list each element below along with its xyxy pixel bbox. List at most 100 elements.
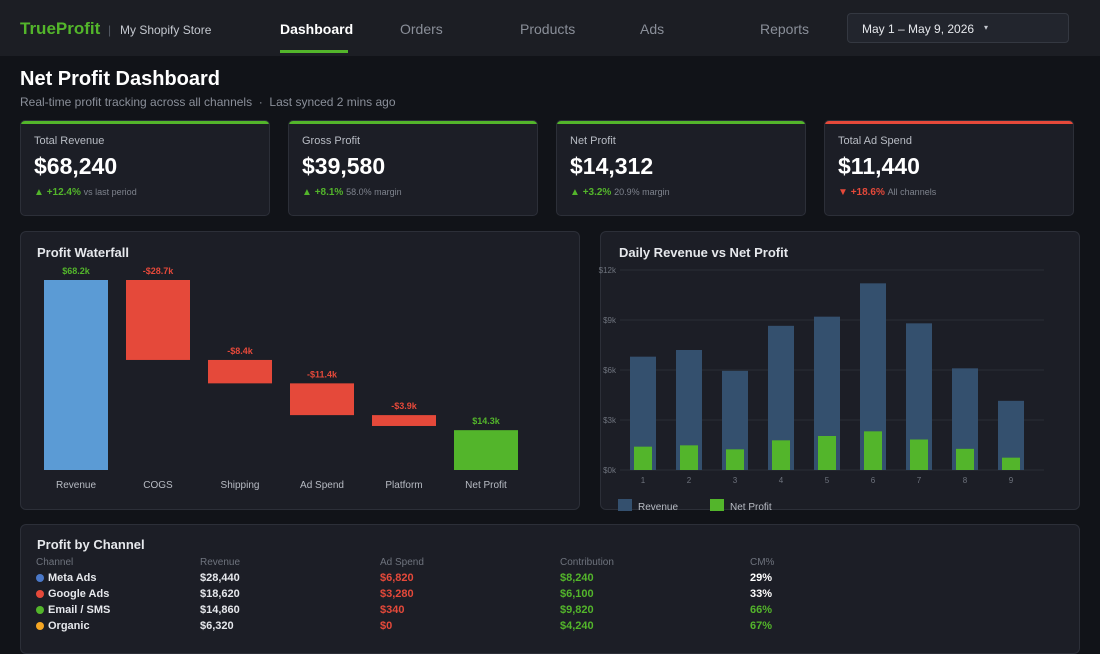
net-profit-bar[interactable] <box>634 446 652 470</box>
kpi-card-net-profit[interactable]: Net Profit $14,312 ▲ +3.2% 20.9% margin <box>556 120 806 216</box>
ad-spend-cell: $3,280 <box>380 588 414 600</box>
channel-color-dot-icon <box>36 590 44 598</box>
ad-spend-cell: $0 <box>380 620 393 632</box>
channel-title: Profit by Channel <box>37 537 145 552</box>
legend-label-revenue: Revenue <box>638 502 678 513</box>
channel-name-cell: Meta Ads <box>36 572 97 584</box>
daily-chart-title: Daily Revenue vs Net Profit <box>619 245 789 260</box>
x-tick-label: 4 <box>779 476 784 485</box>
column-header-contribution[interactable]: Contribution <box>560 557 614 568</box>
channel-name-cell: Email / SMS <box>36 604 110 616</box>
waterfall-bar[interactable] <box>454 430 518 470</box>
channel-name-cell: Organic <box>36 620 90 632</box>
x-tick-label: 3 <box>733 476 738 485</box>
kpi-note: vs last period <box>83 187 137 197</box>
waterfall-category-label: Revenue <box>56 480 96 491</box>
kpi-card-total-revenue[interactable]: Total Revenue $68,240 ▲ +12.4% vs last p… <box>20 120 270 216</box>
active-tab-indicator <box>280 50 348 53</box>
waterfall-chart: $68.2k Revenue -$28.7k COGS -$8.4k Shipping -$… <box>44 266 518 491</box>
column-header-revenue[interactable]: Revenue <box>200 557 241 568</box>
net-profit-bar[interactable] <box>864 431 882 470</box>
ad-spend-cell: $6,820 <box>380 572 414 584</box>
column-header-channel[interactable]: Channel <box>36 557 74 568</box>
kpi-accent-bar <box>557 121 805 124</box>
cm-cell: 29% <box>750 572 773 584</box>
column-header-ad-spend[interactable]: Ad Spend <box>380 557 424 568</box>
x-tick-label: 6 <box>871 476 876 485</box>
kpi-note: All channels <box>887 187 937 197</box>
kpi-delta-value: +8.1% <box>314 187 344 198</box>
page-subtitle: Real-time profit tracking across all cha… <box>20 95 396 109</box>
date-range-picker[interactable]: May 1 – May 9, 2026 ▾ <box>847 13 1069 43</box>
waterfall-category-label: Ad Spend <box>300 480 344 491</box>
kpi-delta: ▲ +12.4% vs last period <box>34 187 137 198</box>
waterfall-data-label: -$28.7k <box>143 266 175 276</box>
daily-revenue-profit-chart: $0k $3k $6k $9k $12k 1 2 3 4 5 6 7 8 9 Revenue Net Prof… <box>599 266 1044 513</box>
kpi-label: Net Profit <box>570 135 616 147</box>
waterfall-bar[interactable] <box>44 280 108 470</box>
kpi-card-total-ad-spend[interactable]: Total Ad Spend $11,440 ▼ +18.6% All chan… <box>824 120 1074 216</box>
tab-orders[interactable]: Orders <box>400 21 443 37</box>
waterfall-category-label: Platform <box>385 480 422 491</box>
brand-separator: | <box>108 23 112 37</box>
kpi-delta-value: +12.4% <box>46 187 81 198</box>
column-header-cm[interactable]: CM% <box>750 557 775 568</box>
legend-swatch-revenue <box>618 499 632 511</box>
x-tick-label: 8 <box>963 476 968 485</box>
ad-spend-cell: $340 <box>380 604 405 616</box>
kpi-delta: ▼ +18.6% All channels <box>838 187 936 198</box>
cm-cell: 33% <box>750 588 773 600</box>
x-tick-label: 5 <box>825 476 830 485</box>
tab-ads[interactable]: Ads <box>640 21 665 37</box>
y-tick-label: $6k <box>603 366 617 375</box>
waterfall-data-label: -$11.4k <box>307 369 338 379</box>
net-profit-bar[interactable] <box>726 449 744 470</box>
tab-reports[interactable]: Reports <box>760 21 810 37</box>
waterfall-bar[interactable] <box>372 415 436 426</box>
kpi-value: $14,312 <box>570 153 654 179</box>
brand-logo[interactable]: TrueProfit <box>20 19 101 38</box>
net-profit-bar[interactable] <box>772 440 790 470</box>
revenue-cell: $6,320 <box>200 620 234 632</box>
tab-dashboard[interactable]: Dashboard <box>280 21 354 37</box>
y-tick-label: $0k <box>603 466 617 475</box>
charts-layer: $68.2k Revenue -$28.7k COGS -$8.4k Shipping -$… <box>44 266 1044 513</box>
kpi-value: $11,440 <box>838 153 920 179</box>
net-profit-bar[interactable] <box>910 439 928 471</box>
channel-name: Meta Ads <box>48 572 97 584</box>
kpi-accent-bar <box>21 121 269 124</box>
contribution-cell: $8,240 <box>560 572 594 584</box>
kpi-delta: ▲ +8.1% 58.0% margin <box>302 187 402 198</box>
y-tick-label: $9k <box>603 316 617 325</box>
top-nav: TrueProfit | My Shopify Store Dashboard … <box>0 0 1100 56</box>
waterfall-bar[interactable] <box>208 359 272 384</box>
y-tick-label: $3k <box>603 416 617 425</box>
channel-name-cell: Google Ads <box>36 588 109 600</box>
waterfall-data-label: -$3.9k <box>391 401 418 411</box>
x-tick-label: 7 <box>917 476 922 485</box>
x-tick-label: 2 <box>687 476 692 485</box>
waterfall-category-label: COGS <box>143 480 173 491</box>
kpi-card-gross-profit[interactable]: Gross Profit $39,580 ▲ +8.1% 58.0% margi… <box>288 120 538 216</box>
waterfall-bar[interactable] <box>290 383 354 416</box>
net-profit-bar[interactable] <box>680 445 698 470</box>
net-profit-bar[interactable] <box>1002 457 1020 470</box>
kpi-delta-value: +3.2% <box>582 187 612 198</box>
kpi-label: Gross Profit <box>302 135 361 147</box>
cm-cell: 66% <box>750 604 773 616</box>
contribution-cell: $6,100 <box>560 588 594 600</box>
waterfall-data-label: -$8.4k <box>227 346 254 356</box>
kpi-value: $39,580 <box>302 153 386 179</box>
waterfall-bar[interactable] <box>126 280 190 360</box>
waterfall-data-label: $68.2k <box>62 266 91 276</box>
channel-name: Organic <box>48 620 90 632</box>
tab-products[interactable]: Products <box>520 21 576 37</box>
kpi-value: $68,240 <box>34 153 118 179</box>
channel-name: Email / SMS <box>48 604 111 616</box>
store-name[interactable]: My Shopify Store <box>120 23 212 37</box>
cm-cell: 67% <box>750 620 773 632</box>
net-profit-bar[interactable] <box>956 448 974 470</box>
net-profit-bar[interactable] <box>818 436 836 470</box>
kpi-delta: ▲ +3.2% 20.9% margin <box>570 187 670 198</box>
waterfall-category-label: Shipping <box>221 480 260 491</box>
